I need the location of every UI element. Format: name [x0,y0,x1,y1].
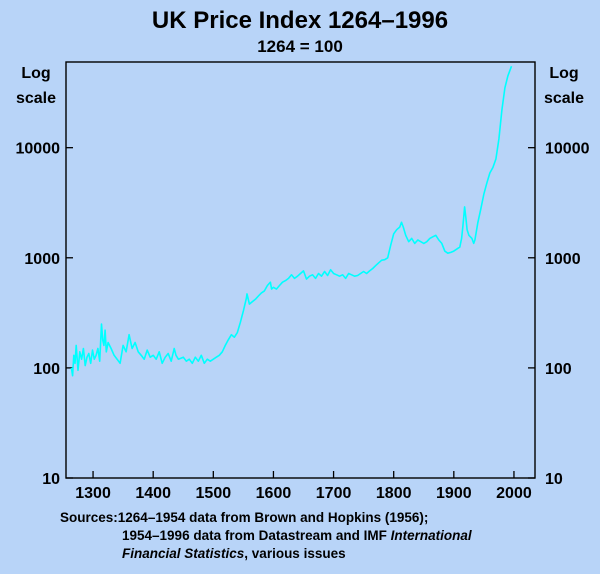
plot-frame [65,61,536,479]
sources-text1: 1264–1954 data from Brown and Hopkins (1… [118,510,429,525]
x-tick-label: 1900 [436,485,472,502]
y-tick-label-right: 10 [545,471,563,488]
sources-text3-italic: Financial Statistics [122,546,245,561]
sources-text2-italic: International [391,528,472,543]
y-tick-label-left: 10000 [16,141,61,158]
x-tick-label: 1300 [75,485,111,502]
sources-line2: 1954–1996 data from Datastream and IMF I… [122,528,472,543]
x-tick-label: 1400 [135,485,171,502]
x-tick-label: 2000 [496,485,532,502]
y-axis-label-left-line1: Log [21,65,50,82]
ticks-layer: 10 10 100 100 1000 1000 10000 10000 1300 1400 1500… [16,141,590,502]
x-tick-label: 1600 [256,485,292,502]
sources-line3: Financial Statistics, various issues [122,546,346,561]
y-tick-label-right: 100 [545,361,572,378]
sources-text2: 1954–1996 data from Datastream and IMF [122,528,391,543]
series-line-uk-price-index [70,65,513,377]
sources-line1: Sources:1264–1954 data from Brown and Ho… [60,510,428,525]
y-tick-label-left: 1000 [24,251,60,268]
y-axis-label-left-line2: scale [16,90,56,107]
y-tick-label-right: 1000 [545,251,581,268]
y-tick-label-right: 10000 [545,141,590,158]
series-layer [70,65,513,377]
y-tick-label-left: 10 [42,471,60,488]
sources-label: Sources: [60,510,118,525]
sources-text3: , various issues [244,546,345,561]
y-axis-label-right-line1: Log [549,65,578,82]
y-tick-label-left: 100 [33,361,60,378]
x-tick-label: 1700 [316,485,352,502]
x-tick-label: 1800 [376,485,412,502]
x-tick-label: 1500 [196,485,232,502]
y-axis-label-right-line2: scale [544,90,584,107]
chart-title: UK Price Index 1264–1996 [152,7,448,34]
chart-subtitle: 1264 = 100 [257,37,343,56]
